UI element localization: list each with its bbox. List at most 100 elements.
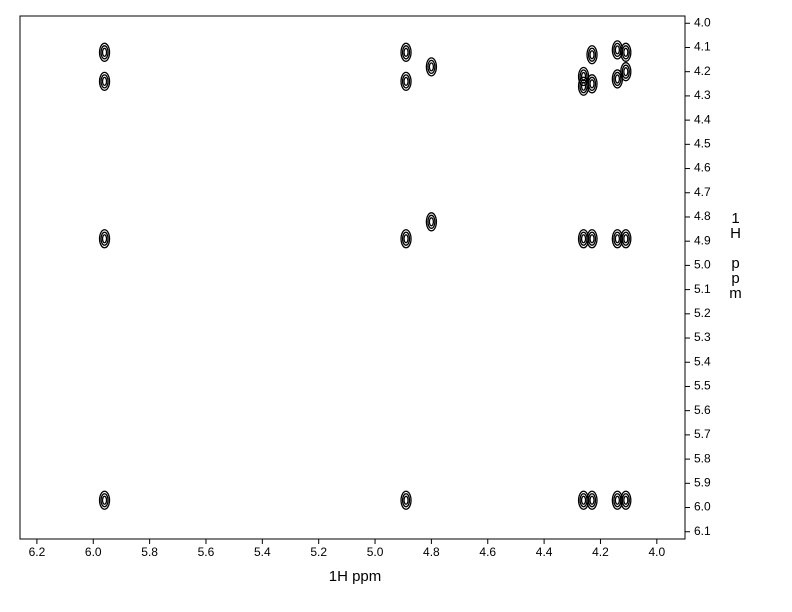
contour-ring: [589, 495, 595, 505]
contour-ring: [621, 493, 630, 508]
peak: [620, 62, 632, 82]
y-tick-label: 5.7: [694, 427, 711, 441]
contour-ring: [401, 45, 411, 60]
contour-ring: [100, 45, 109, 60]
contour-ring: [100, 493, 109, 508]
x-tick-label: 5.8: [141, 545, 158, 559]
x-tick-label: 5.0: [367, 545, 384, 559]
peak: [586, 45, 598, 65]
y-tick-label: 4.4: [694, 112, 711, 126]
peak: [425, 212, 438, 232]
contour-ring: [614, 234, 621, 244]
peak: [620, 229, 632, 249]
contour-ring: [101, 47, 108, 57]
contour-ring: [401, 231, 411, 246]
x-tick-label: 6.0: [85, 545, 102, 559]
contour-ring: [580, 81, 587, 91]
contour-ring: [587, 76, 597, 91]
contour-ring: [613, 71, 622, 87]
contour-ring: [580, 495, 587, 505]
y-tick-label: 5.6: [694, 403, 711, 417]
y-tick-label: 4.5: [694, 137, 711, 151]
contour-ring: [427, 59, 436, 74]
y-tick-label: 5.8: [694, 451, 711, 465]
peak: [98, 71, 111, 92]
peak: [400, 71, 412, 92]
contour-ring: [620, 490, 632, 510]
contour-ring: [428, 62, 435, 72]
contour-ring: [623, 67, 629, 77]
y-tick-label: 4.2: [694, 64, 711, 78]
peak: [98, 42, 111, 62]
contour-ring: [400, 229, 412, 249]
peak: [425, 57, 438, 77]
x-tick-label: 4.2: [592, 545, 609, 559]
x-tick-label: 5.2: [310, 545, 327, 559]
contour-ring: [401, 493, 411, 508]
contour-ring: [586, 490, 598, 510]
contour-ring: [580, 71, 587, 82]
contour-ring: [98, 71, 111, 92]
peak: [620, 42, 632, 62]
contour-ring: [620, 229, 632, 249]
contour-ring: [403, 234, 409, 244]
contour-ring: [623, 234, 629, 244]
x-tick-label: 5.6: [198, 545, 215, 559]
y-tick-label: 5.9: [694, 475, 711, 489]
contour-ring: [614, 495, 621, 505]
contour-ring: [428, 217, 435, 227]
contour-ring: [621, 45, 630, 60]
y-tick-label: 4.1: [694, 40, 711, 54]
contour-ring: [403, 495, 409, 505]
contour-ring: [586, 74, 598, 94]
peak: [400, 42, 412, 62]
contour-ring: [579, 69, 588, 84]
contour-ring: [587, 231, 597, 246]
y-tick-label: 6.0: [694, 500, 711, 514]
x-tick-label: 4.8: [423, 545, 440, 559]
x-tick-label: 4.0: [648, 545, 665, 559]
contour-ring: [98, 42, 111, 62]
contour-ring: [403, 47, 409, 57]
peak: [586, 74, 598, 94]
contour-ring: [101, 76, 108, 87]
contour-ring: [620, 42, 632, 62]
peak: [400, 490, 412, 510]
contour-ring: [589, 50, 595, 60]
peak: [620, 490, 632, 510]
contour-ring: [400, 42, 412, 62]
contour-ring: [580, 234, 587, 244]
contour-ring: [100, 231, 109, 246]
contour-ring: [425, 212, 438, 232]
contour-ring: [589, 234, 595, 244]
x-axis-title: 1H ppm: [329, 568, 382, 585]
contour-ring: [101, 495, 108, 505]
contour-ring: [401, 74, 411, 89]
y-axis-title: 1H ppm: [727, 210, 744, 300]
contour-ring: [101, 234, 108, 244]
y-tick-label: 4.3: [694, 88, 711, 102]
contour-ring: [587, 47, 597, 62]
y-tick-label: 5.2: [694, 306, 711, 320]
contour-ring: [427, 214, 436, 229]
contour-ring: [400, 490, 412, 510]
contour-ring: [623, 495, 629, 505]
y-tick-label: 5.4: [694, 354, 711, 368]
contour-ring: [400, 71, 412, 92]
contour-ring: [100, 74, 109, 89]
y-tick-label: 5.0: [694, 258, 711, 272]
contour-ring: [403, 76, 409, 87]
y-tick-label: 5.5: [694, 379, 711, 393]
y-tick-label: 4.8: [694, 209, 711, 223]
contour-ring: [620, 62, 632, 82]
y-tick-label: 5.3: [694, 330, 711, 344]
x-tick-label: 4.6: [479, 545, 496, 559]
contour-ring: [614, 74, 621, 84]
peak: [586, 229, 598, 249]
contour-ring: [98, 490, 111, 510]
y-tick-label: 4.7: [694, 185, 711, 199]
contour-ring: [586, 229, 598, 249]
x-tick-label: 4.4: [536, 545, 553, 559]
contour-ring: [623, 47, 629, 57]
